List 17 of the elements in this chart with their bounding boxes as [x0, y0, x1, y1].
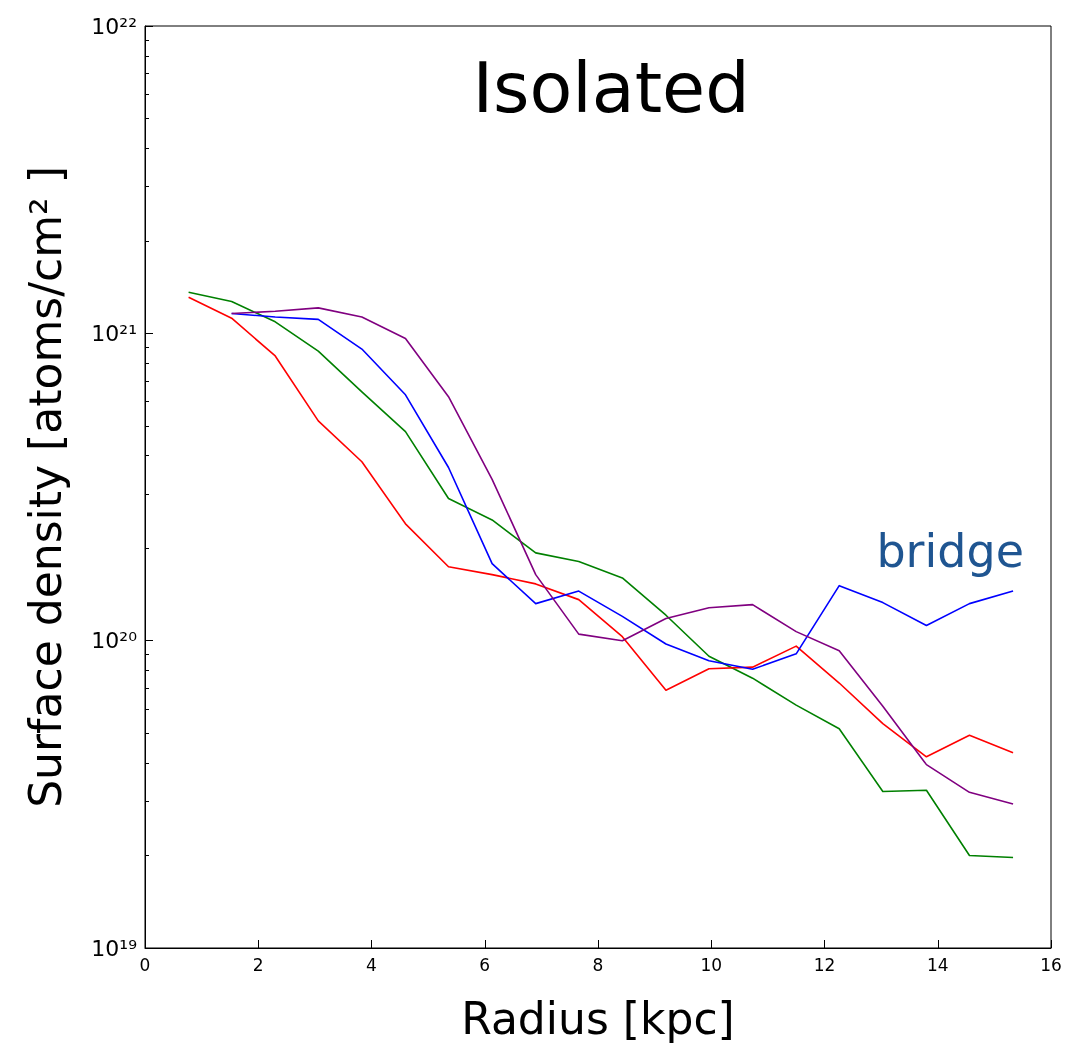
y-axis-title: Surface density [atoms/cm² ]	[19, 166, 71, 808]
annotation: bridge	[876, 524, 1024, 578]
chart-title: Isolated	[472, 47, 750, 129]
x-tick-label: 14	[926, 954, 949, 975]
x-tick-label: 16	[1040, 954, 1062, 975]
x-tick-label: 10	[700, 954, 723, 975]
y-tick-label: 10²¹	[91, 320, 137, 346]
x-tick-label: 0	[139, 954, 151, 975]
x-tick-label: 4	[366, 954, 377, 975]
x-tick-label: 8	[592, 954, 604, 975]
y-tick-label: 10²²	[91, 13, 137, 39]
y-tick-label: 10¹⁹	[91, 935, 137, 961]
x-axis-title: Radius [kpc]	[461, 992, 735, 1044]
x-tick-label: 12	[813, 954, 836, 975]
y-tick-label: 10²⁰	[91, 628, 138, 654]
x-tick-label: 6	[479, 954, 491, 975]
x-tick-label: 2	[252, 954, 264, 975]
